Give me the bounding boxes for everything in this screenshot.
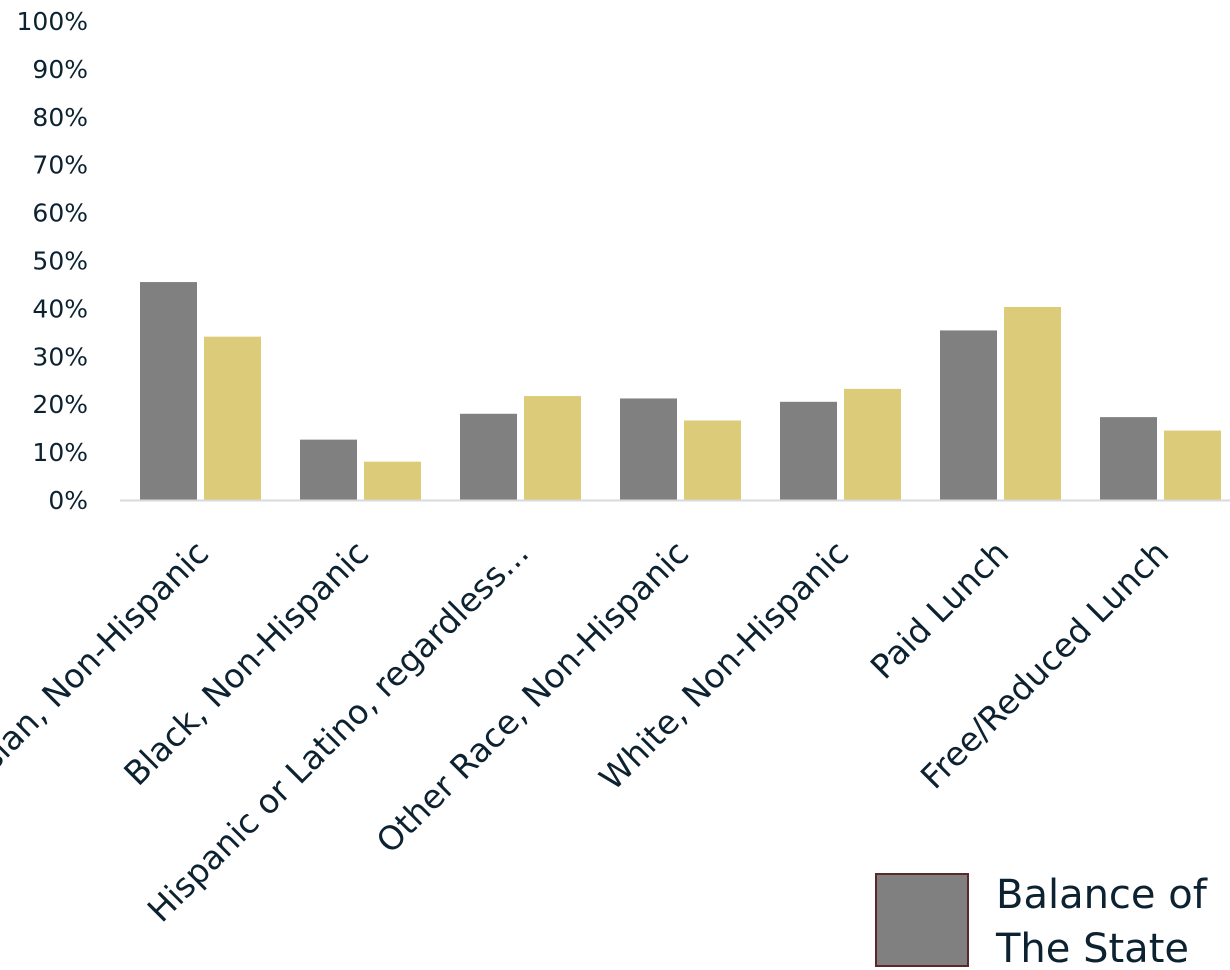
legend-label-line-2: The State (995, 926, 1189, 970)
bar-series-2-2 (364, 461, 421, 500)
y-tick-label: 80% (32, 103, 88, 132)
bar-series-1-7 (1100, 417, 1157, 500)
bar-series-1-4 (620, 398, 677, 500)
bars (140, 282, 1221, 500)
bar-series-2-1 (204, 336, 261, 500)
y-tick-label: 30% (32, 342, 88, 371)
y-tick-label: 10% (32, 438, 88, 467)
y-tick-label: 60% (32, 199, 88, 228)
bar-series-2-5 (844, 388, 901, 500)
y-tick-label: 100% (17, 7, 88, 36)
y-tick-label: 0% (48, 486, 88, 515)
bar-series-2-6 (1004, 306, 1061, 500)
legend: Balance of The State (875, 872, 1208, 970)
x-tick-label: Other Race, Non-Hispanic (369, 533, 697, 861)
x-tick-label: Asian, Non-Hispanic (0, 533, 216, 793)
y-tick-label: 20% (32, 390, 88, 419)
y-tick-label: 70% (32, 151, 88, 180)
bar-series-1-2 (300, 439, 357, 500)
bar-series-2-4 (684, 420, 741, 500)
legend-swatch-balance-of-the-state (875, 873, 969, 967)
bar-series-1-6 (940, 330, 997, 500)
x-tick-label: Paid Lunch (863, 533, 1016, 686)
y-tick-label: 50% (32, 247, 88, 276)
bar-series-1-1 (140, 282, 197, 500)
bar-series-1-5 (780, 401, 837, 500)
bar-series-2-7 (1164, 430, 1221, 500)
legend-label-line-1: Balance of (996, 872, 1208, 918)
bar-series-1-3 (460, 413, 517, 500)
bar-series-2-3 (524, 396, 581, 500)
y-tick-label: 90% (32, 55, 88, 84)
y-tick-label: 40% (32, 294, 88, 323)
y-axis-tick-labels: 0% 10% 20% 30% 40% 50% 60% 70% 80% 90% 100% (17, 7, 88, 515)
